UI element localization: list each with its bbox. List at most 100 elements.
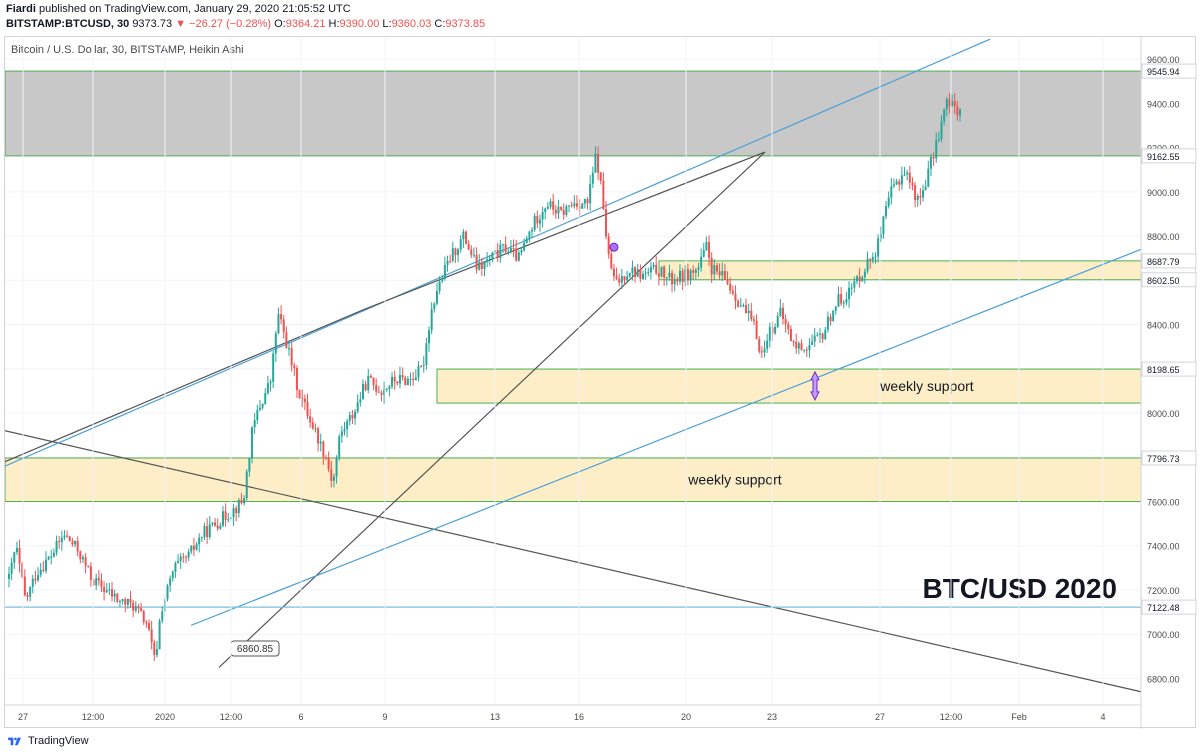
candle: [425, 337, 428, 370]
candle-body: [274, 333, 277, 354]
candle-body: [583, 199, 586, 204]
candle-body: [158, 620, 161, 650]
candle-body: [192, 545, 195, 550]
author-name[interactable]: Fiardi: [6, 3, 36, 15]
candle: [58, 535, 61, 550]
price-tick-label: 7200.00: [1147, 586, 1180, 596]
candle: [620, 269, 623, 290]
candle: [108, 582, 111, 595]
candle: [874, 252, 877, 264]
candle: [676, 276, 679, 286]
candle: [50, 549, 53, 565]
candle: [245, 469, 248, 501]
candle-body: [216, 525, 219, 529]
candle: [325, 454, 327, 461]
candle: [792, 340, 795, 347]
candle: [187, 548, 190, 562]
candle: [451, 241, 454, 263]
candle: [657, 272, 660, 286]
candle: [713, 259, 716, 281]
candle: [92, 578, 95, 586]
candle: [900, 166, 903, 190]
price-tick-label: 7400.00: [1147, 542, 1180, 552]
candle: [361, 379, 364, 400]
candle-body: [718, 271, 721, 276]
candle-body: [385, 388, 388, 390]
candle-body: [597, 153, 600, 173]
candle-body: [869, 258, 872, 261]
candle-body: [626, 276, 629, 281]
candle: [811, 334, 814, 346]
zone-resistance: [5, 70, 1142, 157]
candle-body: [124, 599, 127, 605]
candle: [15, 541, 18, 556]
candle: [808, 338, 811, 358]
candle: [348, 411, 351, 426]
candle-body: [916, 196, 919, 201]
candle: [639, 264, 642, 283]
candle-body: [52, 552, 55, 557]
candle: [76, 536, 79, 557]
candle: [256, 404, 259, 425]
candle-body: [602, 180, 605, 210]
price-chart[interactable]: 6860.85 weekly support weekly support Bitco…: [5, 37, 1197, 729]
candle-body: [536, 216, 539, 224]
candle: [689, 268, 692, 285]
candle: [330, 460, 333, 488]
candle: [816, 332, 819, 337]
price-label: 9162.55: [1147, 152, 1180, 162]
candle-body: [581, 203, 584, 209]
candle-body: [348, 415, 351, 422]
candle-body: [377, 391, 380, 393]
candle-body: [620, 276, 623, 283]
candle: [826, 311, 829, 333]
candle: [124, 597, 127, 613]
candle-body: [885, 206, 888, 217]
candle-body: [562, 209, 565, 215]
lower-channel-line: [190, 248, 1142, 626]
candle-body: [940, 121, 943, 139]
candle: [327, 451, 330, 473]
candle: [274, 330, 277, 362]
candle-body: [663, 266, 666, 278]
candle-body: [18, 547, 21, 564]
chart-panel[interactable]: 6860.85 weekly support weekly support Bitco…: [4, 36, 1197, 729]
candle: [710, 252, 713, 283]
candle-body: [449, 260, 452, 262]
candle: [71, 537, 74, 547]
candle: [671, 269, 674, 293]
zone-label: weekly support: [687, 472, 781, 488]
candle: [449, 254, 452, 264]
candle: [626, 270, 629, 282]
candle: [737, 298, 740, 308]
candle: [932, 152, 935, 166]
candle-body: [729, 283, 732, 291]
price-tick-label: 9000.00: [1147, 188, 1180, 198]
candle: [649, 261, 652, 280]
candle-body: [105, 590, 108, 593]
candle-body: [361, 383, 364, 400]
candle-body: [589, 183, 592, 204]
candle: [956, 100, 959, 121]
candle: [892, 178, 895, 189]
candle: [346, 418, 349, 438]
candle: [663, 265, 666, 286]
candle-body: [113, 593, 116, 597]
candle-body: [948, 99, 951, 107]
candle-body: [914, 185, 917, 201]
candle-body: [264, 393, 267, 404]
candle: [568, 205, 571, 212]
candle: [549, 198, 552, 210]
candle: [153, 639, 156, 661]
candle: [496, 243, 499, 262]
tradingview-brand: TradingView: [28, 735, 89, 747]
time-tick-label: 6: [298, 712, 303, 722]
candle-body: [280, 314, 283, 320]
candle: [628, 272, 631, 278]
tradingview-logo[interactable]: TradingView: [6, 735, 89, 747]
candle: [636, 263, 639, 278]
candle-body: [541, 211, 544, 220]
candle-body: [760, 351, 763, 353]
candle: [885, 201, 888, 220]
candle-body: [890, 186, 893, 198]
